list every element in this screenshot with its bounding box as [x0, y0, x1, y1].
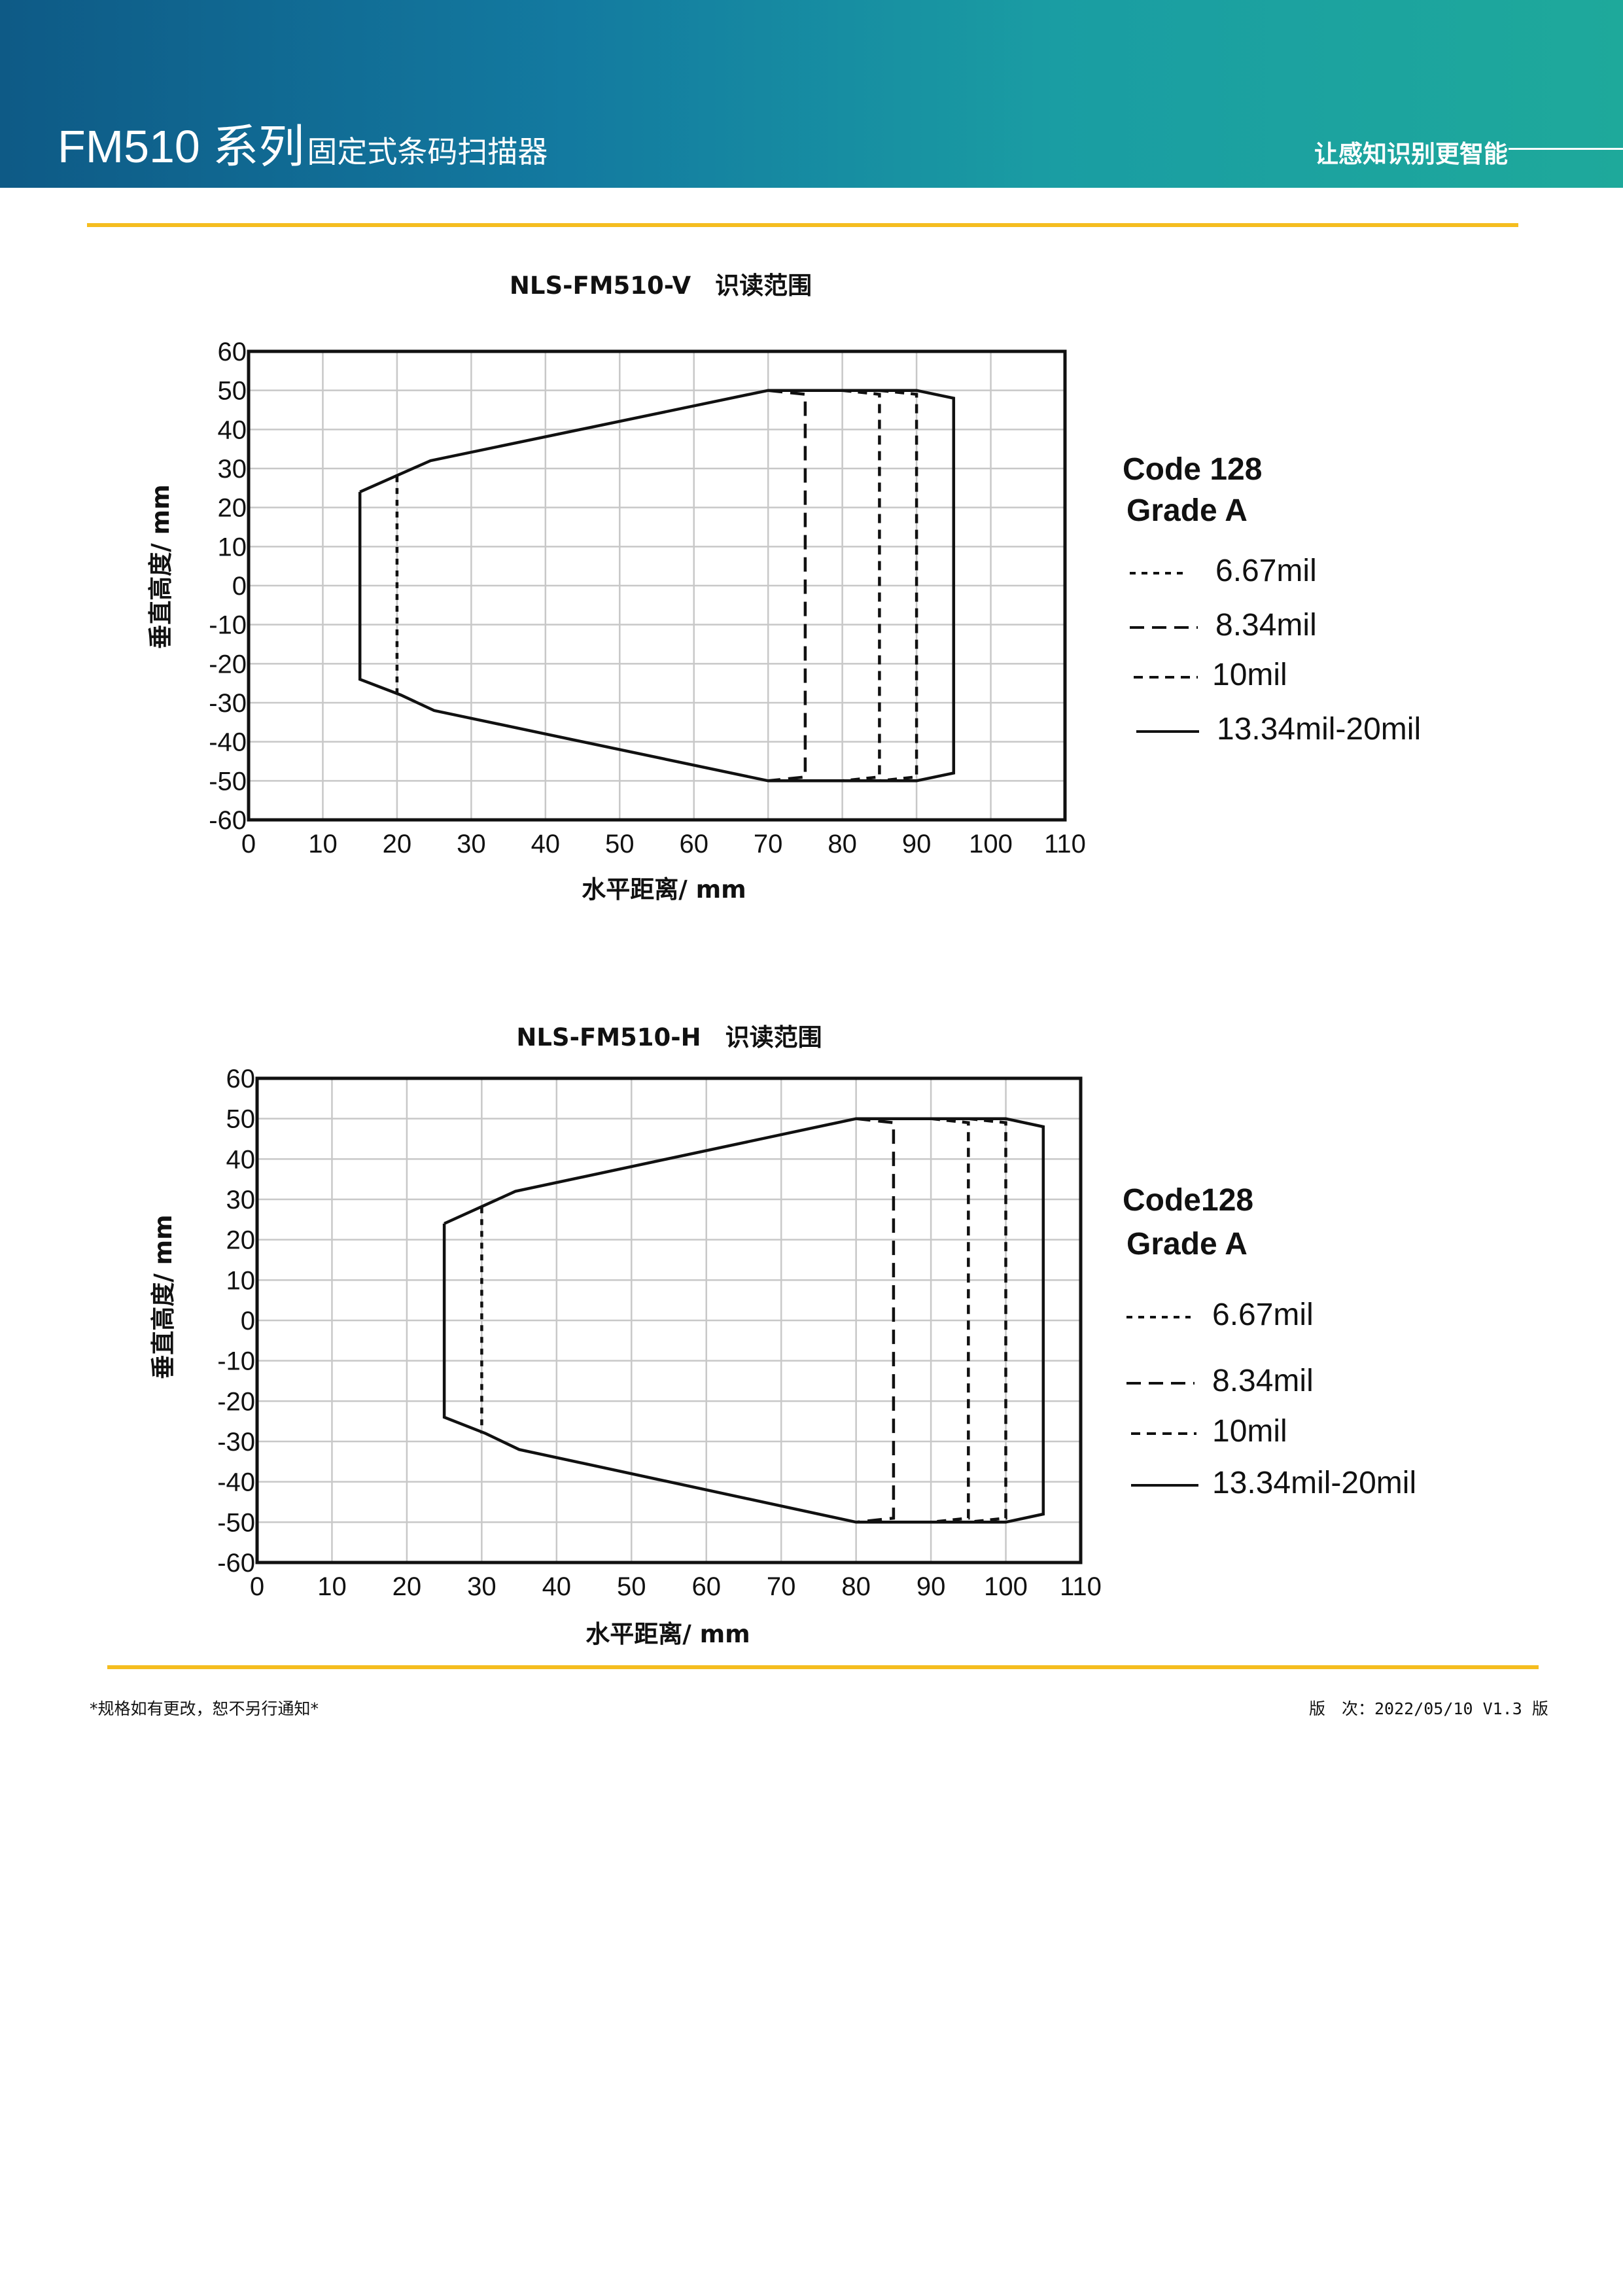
y-tick-label: 40: [226, 1145, 256, 1174]
x-tick-label: 10: [317, 1572, 347, 1601]
x-tick-label: 60: [679, 830, 708, 858]
legend: Code 128 Grade A 6.67mil 8.34mil 10mil 13.34m…: [1123, 452, 1421, 747]
x-tick-label: 0: [241, 830, 256, 858]
series-line-8.34mil: [856, 1117, 896, 1524]
legend-heading-code: Code 128: [1123, 452, 1262, 487]
y-tick-label: 60: [218, 338, 247, 366]
y-tick-label: 30: [226, 1186, 256, 1214]
plot-frame: [255, 1076, 1083, 1564]
header-slogan-line: [1509, 148, 1623, 150]
top-divider: [87, 223, 1518, 227]
y-tick-label: 50: [218, 377, 247, 406]
series-line-8.34mil: [767, 389, 807, 783]
x-tick-label: 100: [984, 1572, 1028, 1601]
legend-label: 6.67mil: [1215, 554, 1317, 588]
series-line-10mil: [968, 1117, 1007, 1524]
chart-title: NLS-FM510-V 识读范围: [510, 272, 812, 300]
legend: Code128 Grade A 6.67mil 8.34mil 10mil 13.34mi…: [1123, 1183, 1416, 1500]
y-tick-label: -60: [217, 1549, 255, 1578]
x-tick-label: 40: [531, 830, 561, 858]
x-tick-label: 20: [393, 1572, 422, 1601]
header-title: FM510 系列固定式条码扫描器: [58, 110, 548, 176]
x-axis-label: 水平距离/ mm: [582, 875, 746, 904]
page-header: FM510 系列固定式条码扫描器 让感知识别更智能: [0, 0, 1623, 188]
x-tick-label: 70: [767, 1572, 796, 1601]
x-tick-label: 110: [1060, 1572, 1102, 1601]
legend-heading-grade: Grade A: [1126, 1227, 1248, 1262]
product-name: 固定式条码扫描器: [307, 134, 548, 169]
x-tick-label: 60: [691, 1572, 721, 1601]
legend-label: 6.67mil: [1212, 1298, 1314, 1332]
footer-note: *规格如有更改，恕不另行通知*: [90, 1699, 319, 1718]
y-tick-label: 0: [241, 1307, 255, 1335]
x-tick-label: 110: [1044, 830, 1086, 858]
y-tick-label: -60: [209, 806, 247, 835]
y-axis-label: 垂直高度/ mm: [149, 1214, 177, 1379]
legend-heading-grade: Grade A: [1126, 493, 1248, 528]
x-tick-label: 20: [383, 830, 412, 858]
y-axis-label: 垂直高度/ mm: [147, 484, 175, 649]
x-tick-label: 30: [457, 830, 486, 858]
series-line-13.34mil-20mil: [442, 1117, 1045, 1524]
y-tick-label: 60: [226, 1065, 256, 1093]
x-tick-label: 0: [250, 1572, 264, 1601]
y-tick-label: -30: [209, 689, 247, 718]
y-tick-label: 10: [226, 1266, 256, 1295]
bottom-divider: [107, 1665, 1539, 1669]
y-tick-label: -10: [209, 611, 247, 640]
series-line-10mil: [879, 389, 918, 783]
y-tick-label: 30: [218, 455, 247, 484]
x-tick-label: 80: [841, 1572, 871, 1601]
legend-heading-code: Code128: [1123, 1183, 1253, 1218]
x-tick-label: 80: [828, 830, 857, 858]
x-tick-label: 40: [542, 1572, 572, 1601]
x-tick-label: 70: [754, 830, 783, 858]
x-tick-label: 10: [308, 830, 338, 858]
x-tick-label: 50: [617, 1572, 646, 1601]
y-tick-label: -50: [209, 767, 247, 796]
legend-label: 10mil: [1212, 658, 1287, 692]
series-line-10mil: [930, 1117, 970, 1524]
legend-label: 10mil: [1212, 1414, 1287, 1449]
model-name: FM510 系列: [58, 121, 305, 172]
x-tick-label: 50: [605, 830, 635, 858]
y-tick-label: -20: [217, 1387, 255, 1416]
y-tick-label: 20: [218, 494, 247, 523]
legend-label: 13.34mil-20mil: [1212, 1466, 1416, 1500]
x-axis-label: 水平距离/ mm: [585, 1620, 750, 1648]
y-tick-label: -30: [217, 1428, 255, 1457]
y-tick-label: -10: [217, 1347, 255, 1376]
footer-version: 版 次：2022/05/10 V1.3 版: [1309, 1699, 1548, 1718]
series-line-13.34mil-20mil: [358, 389, 956, 783]
x-tick-label: 30: [467, 1572, 497, 1601]
y-tick-label: -20: [209, 650, 247, 679]
y-tick-label: 40: [218, 415, 247, 444]
plot-frame: [247, 349, 1067, 822]
y-tick-label: -40: [217, 1468, 255, 1497]
x-tick-label: 100: [969, 830, 1013, 858]
x-tick-label: 90: [916, 1572, 946, 1601]
legend-label: 13.34mil-20mil: [1217, 712, 1421, 747]
legend-label: 8.34mil: [1212, 1364, 1314, 1398]
legend-label: 8.34mil: [1215, 608, 1317, 643]
chart-title: NLS-FM510-H 识读范围: [516, 1023, 822, 1051]
series-line-10mil: [842, 389, 881, 783]
y-tick-label: 50: [226, 1105, 256, 1134]
y-tick-label: 0: [232, 572, 247, 601]
y-tick-label: 20: [226, 1226, 256, 1255]
grid: [256, 1077, 1082, 1564]
y-tick-label: 10: [218, 533, 247, 561]
x-tick-label: 90: [902, 830, 932, 858]
header-slogan: 让感知识别更智能: [1314, 140, 1508, 168]
y-tick-label: -50: [217, 1508, 255, 1537]
y-tick-label: -40: [209, 728, 247, 757]
